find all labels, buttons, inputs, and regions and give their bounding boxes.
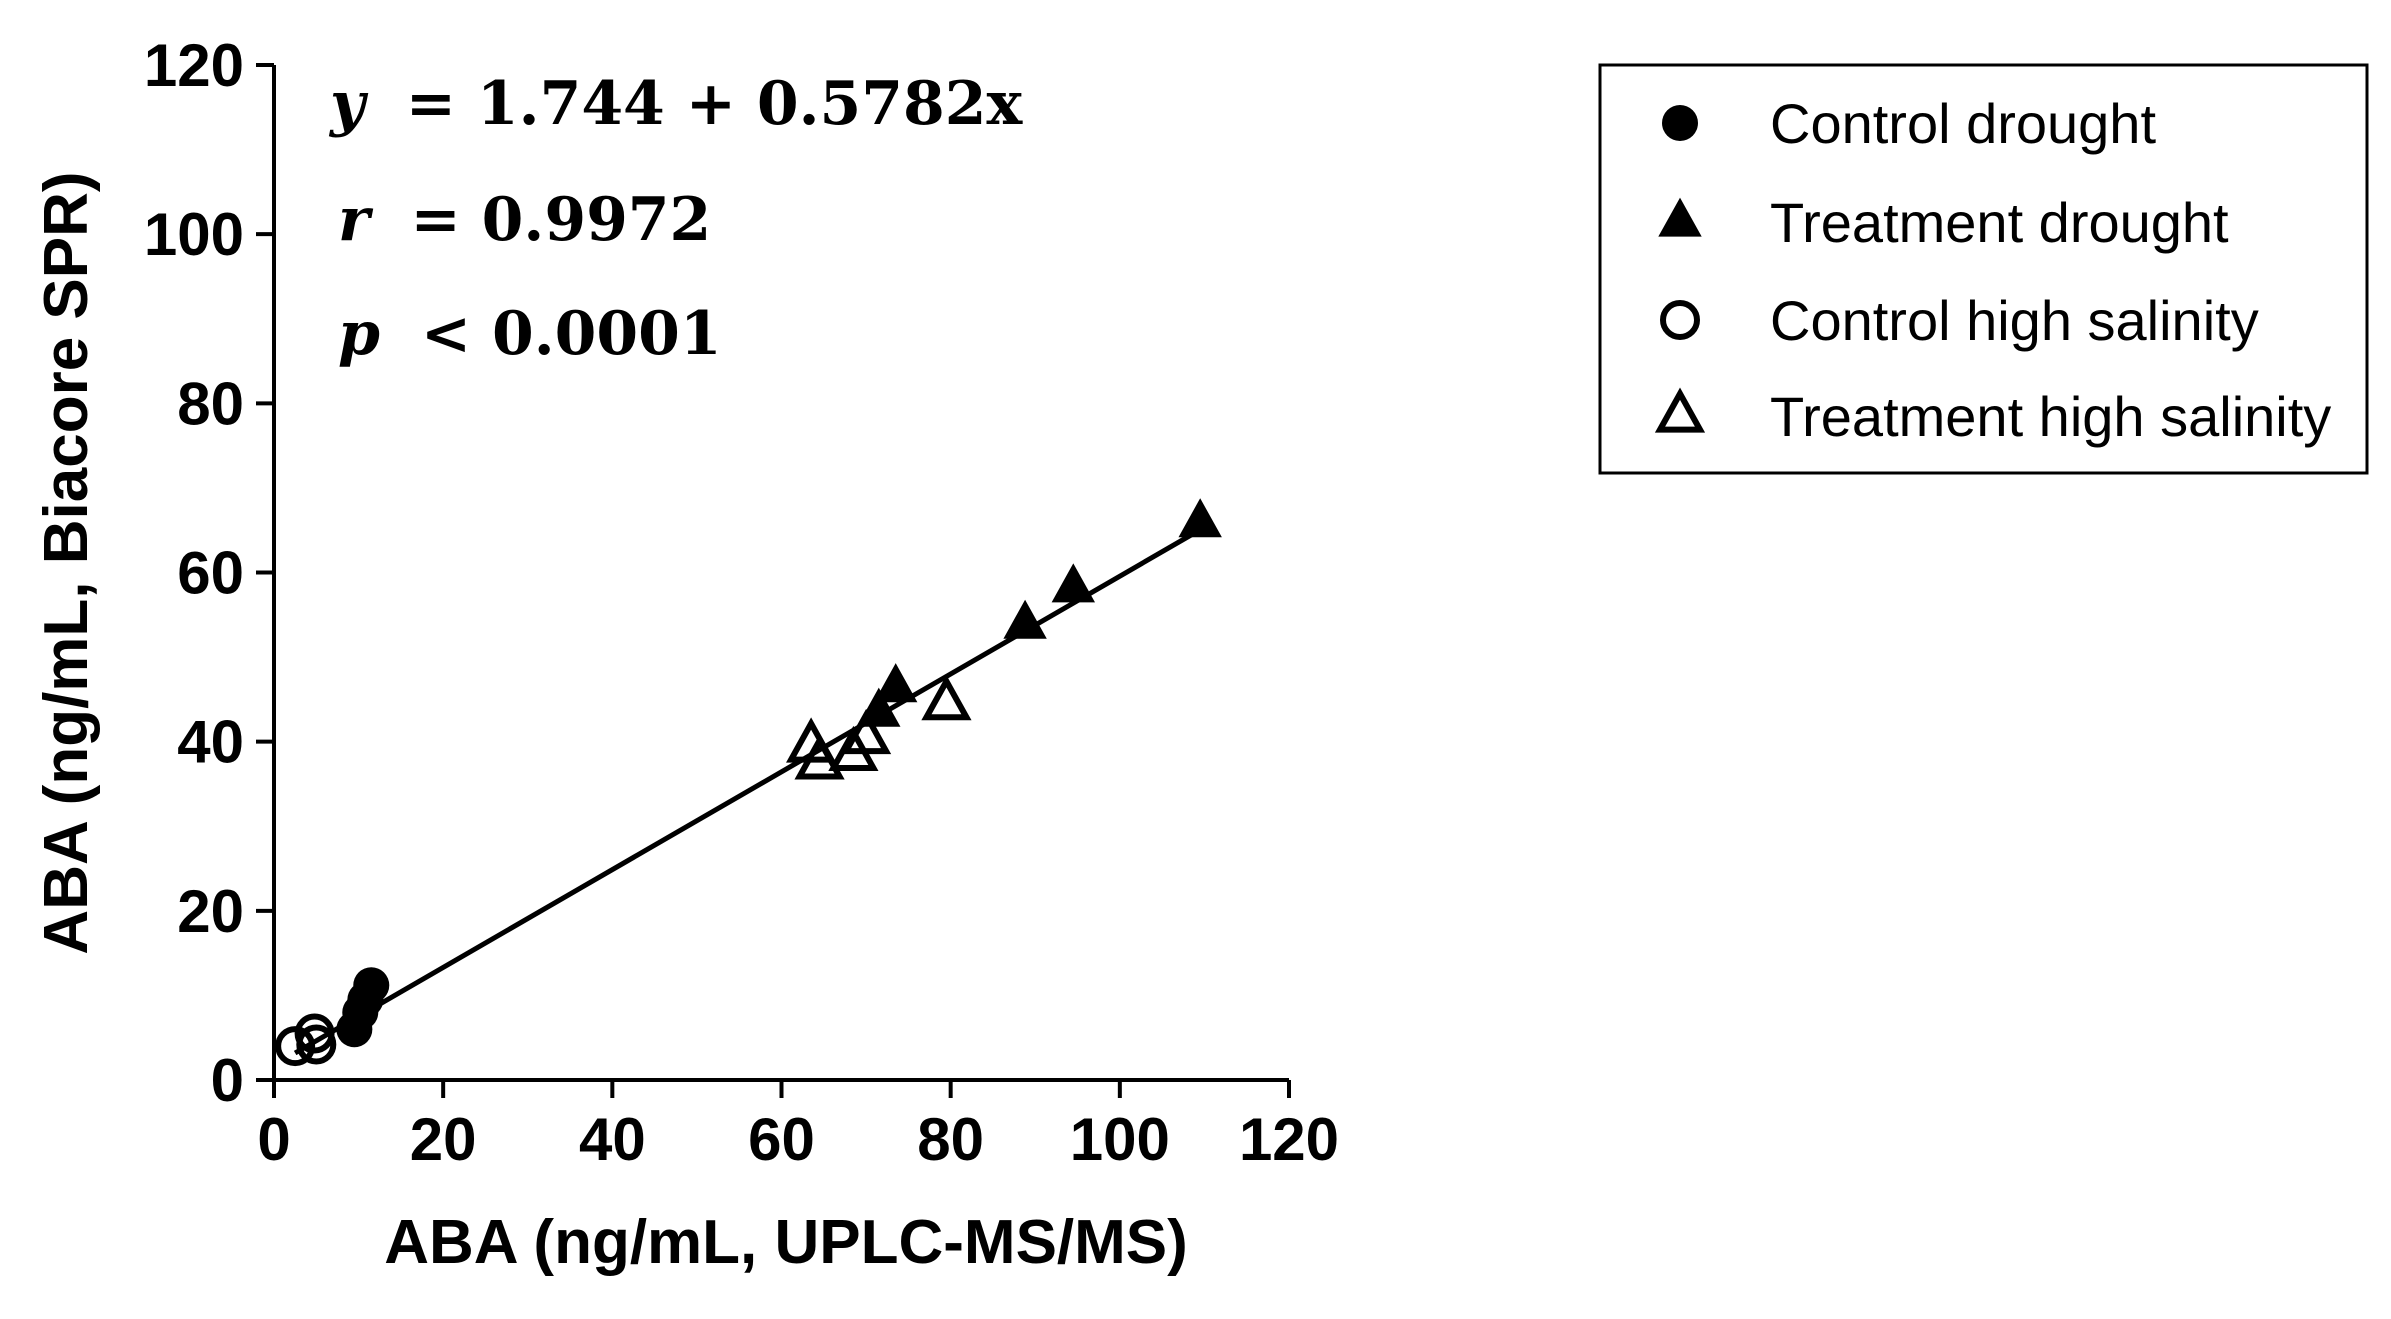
x-tick-label: 100 [1070, 1106, 1170, 1173]
annotation-r: r = 0.9972 [338, 185, 711, 255]
regression-line [293, 525, 1206, 1056]
legend-marker [1662, 105, 1698, 141]
y-tick-label: 120 [144, 32, 244, 99]
data-point [921, 675, 972, 721]
series-control-drought [336, 967, 390, 1048]
y-axis-title: ABA (ng/mL, Biacore SPR) [32, 171, 101, 954]
data-point [1178, 498, 1222, 538]
svg-text:p < 0.0001: p < 0.0001 [338, 299, 722, 369]
y-tick-label: 80 [177, 370, 244, 437]
svg-text:r = 0.9972: r = 0.9972 [338, 185, 711, 255]
x-tick-label: 120 [1239, 1106, 1339, 1173]
legend-item: Control high salinity [1660, 289, 2259, 352]
x-tick-label: 20 [410, 1106, 477, 1173]
y-tick-label: 0 [211, 1047, 244, 1114]
y-tick-label: 20 [177, 878, 244, 945]
legend-label: Control drought [1770, 92, 2156, 155]
legend-box [1598, 63, 2369, 475]
legend-label: Treatment drought [1770, 191, 2229, 254]
annotation-r-rhs: = 0.9972 [411, 185, 712, 255]
x-tick-label: 0 [257, 1106, 290, 1173]
svg-text:y = 1.744 + 0.5782x: y = 1.744 + 0.5782x [328, 69, 1023, 139]
annotation-equation-rhs: = 1.744 + 0.5782x [406, 69, 1024, 139]
y-tick-label: 40 [177, 709, 244, 776]
legend-item: Control drought [1662, 92, 2156, 155]
legend-item: Treatment drought [1658, 191, 2229, 254]
legend-label: Control high salinity [1770, 289, 2259, 352]
data-point [296, 1024, 337, 1065]
data-point [336, 1011, 373, 1048]
legend-marker [1658, 197, 1702, 237]
annotation-equation-var: y [328, 69, 369, 139]
annotation-r-var: r [338, 185, 374, 255]
annotation-p-rhs: < 0.0001 [421, 299, 722, 369]
legend-label: Treatment high salinity [1770, 385, 2331, 448]
data-point [873, 663, 918, 703]
x-tick-label: 40 [579, 1106, 646, 1173]
y-tick-label: 100 [144, 201, 244, 268]
annotation-p-var: p [338, 299, 380, 369]
data-points [275, 498, 1222, 1067]
data-point [828, 725, 879, 772]
legend-marker [1660, 300, 1700, 340]
legend: Control drought Treatment drought Control … [1598, 63, 2369, 475]
series-treatment-high-salinity [786, 675, 972, 780]
x-axis-ticks: 0 20 40 60 80 100 120 [257, 1080, 1339, 1173]
legend-item: Treatment high salinity [1654, 385, 2331, 448]
legend-marker [1654, 387, 1706, 433]
y-tick-label: 60 [177, 540, 244, 607]
annotation-equation: y = 1.744 + 0.5782x [328, 69, 1023, 139]
y-axis-ticks: 0 20 40 60 80 100 120 [144, 32, 274, 1114]
annotation-p: p < 0.0001 [338, 299, 722, 369]
data-point [1051, 563, 1096, 603]
legend-items: Control drought Treatment drought Control … [1654, 92, 2331, 448]
x-axis-title: ABA (ng/mL, UPLC-MS/MS) [384, 1208, 1188, 1277]
series-treatment-drought [857, 498, 1222, 727]
data-point [1003, 599, 1047, 639]
x-tick-label: 80 [917, 1106, 984, 1173]
x-tick-label: 60 [748, 1106, 815, 1173]
series-control-high-salinity [275, 1013, 337, 1067]
data-point [794, 734, 845, 780]
